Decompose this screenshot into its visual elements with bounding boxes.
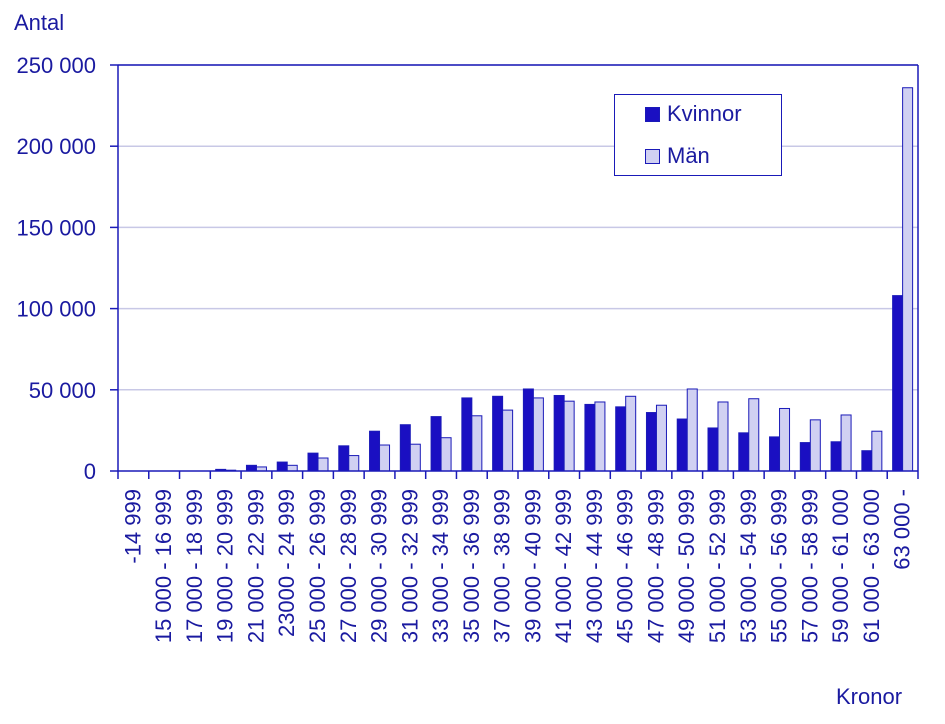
bar-kvinnor bbox=[861, 450, 873, 472]
legend-label-kvinnor: Kvinnor bbox=[667, 101, 742, 126]
legend-item-kvinnor: Kvinnor bbox=[645, 101, 742, 127]
bar-man bbox=[379, 444, 391, 472]
x-tick-label: 25 000 - 26 999 bbox=[305, 489, 330, 643]
bar-man bbox=[348, 455, 360, 472]
y-tick-label: 100 000 bbox=[16, 297, 96, 322]
bar-kvinnor bbox=[615, 406, 627, 472]
x-tick-label: 47 000 - 48 999 bbox=[643, 489, 668, 643]
bar-kvinnor bbox=[276, 461, 288, 472]
x-tick-label: 15 000 - 16 999 bbox=[151, 489, 176, 643]
x-tick-label: 39 000 - 40 999 bbox=[520, 489, 545, 643]
bar-man bbox=[532, 397, 544, 472]
y-tick-label: 150 000 bbox=[16, 215, 96, 240]
bar-man bbox=[717, 401, 729, 472]
bar-man bbox=[871, 430, 883, 472]
x-tick-label: 23000 - 24 999 bbox=[274, 489, 299, 637]
bar-man bbox=[779, 407, 791, 472]
bar-kvinnor bbox=[830, 441, 842, 472]
bar-kvinnor bbox=[645, 412, 657, 472]
bar-kvinnor bbox=[430, 416, 442, 472]
bar-man bbox=[286, 464, 298, 472]
x-tick-label: 19 000 - 20 999 bbox=[213, 489, 238, 643]
bar-kvinnor bbox=[245, 464, 257, 472]
bar-kvinnor bbox=[522, 388, 534, 472]
x-tick-label: 35 000 - 36 999 bbox=[459, 489, 484, 643]
bar-kvinnor bbox=[461, 397, 473, 472]
x-tick-label: 17 000 - 18 999 bbox=[182, 489, 207, 643]
bar-man bbox=[809, 419, 821, 472]
x-tick-label: 61 000 - 63 000 bbox=[859, 489, 884, 643]
bar-man bbox=[655, 404, 667, 472]
x-tick-label: 29 000 - 30 999 bbox=[367, 489, 392, 643]
x-tick-label: 57 000 - 58 999 bbox=[797, 489, 822, 643]
x-tick-label: 49 000 - 50 999 bbox=[674, 489, 699, 643]
bar-man bbox=[317, 457, 329, 472]
bar-kvinnor bbox=[769, 436, 781, 472]
bar-man bbox=[625, 395, 637, 472]
bar-man bbox=[686, 388, 698, 472]
bar-kvinnor bbox=[738, 432, 750, 472]
bar-kvinnor bbox=[338, 445, 350, 472]
x-tick-label: 43 000 - 44 999 bbox=[582, 489, 607, 643]
y-tick-label: 250 000 bbox=[16, 53, 96, 78]
bar-man bbox=[409, 443, 421, 472]
x-tick-label: -14 999 bbox=[120, 489, 145, 564]
bar-kvinnor bbox=[892, 295, 904, 472]
chart-legend: Kvinnor Män bbox=[614, 94, 782, 176]
bar-man bbox=[840, 414, 852, 472]
x-tick-label: 21 000 - 22 999 bbox=[243, 489, 268, 643]
legend-swatch-kvinnor bbox=[645, 106, 660, 122]
x-tick-label: 45 000 - 46 999 bbox=[613, 489, 638, 643]
legend-label-man: Män bbox=[667, 143, 710, 168]
x-tick-label: 53 000 - 54 999 bbox=[736, 489, 761, 643]
x-axis-title: Kronor bbox=[836, 684, 903, 709]
bar-kvinnor bbox=[553, 394, 565, 472]
legend-item-man: Män bbox=[645, 143, 710, 169]
bar-kvinnor bbox=[799, 442, 811, 472]
bar-kvinnor bbox=[676, 418, 688, 472]
x-tick-label: 27 000 - 28 999 bbox=[336, 489, 361, 643]
bar-kvinnor bbox=[307, 452, 319, 472]
bar-kvinnor bbox=[399, 424, 411, 472]
bar-kvinnor bbox=[707, 427, 719, 472]
bar-kvinnor bbox=[369, 430, 381, 472]
bar-man bbox=[502, 409, 514, 472]
x-tick-label: 51 000 - 52 999 bbox=[705, 489, 730, 643]
x-tick-label: 31 000 - 32 999 bbox=[397, 489, 422, 643]
x-tick-label: 55 000 - 56 999 bbox=[767, 489, 792, 643]
bar-kvinnor bbox=[584, 403, 596, 472]
bar-man bbox=[563, 400, 575, 472]
y-tick-label: 0 bbox=[84, 459, 96, 484]
x-tick-label: 63 000 - bbox=[890, 489, 915, 570]
x-tick-label: 41 000 - 42 999 bbox=[551, 489, 576, 643]
legend-swatch-man bbox=[645, 148, 660, 164]
y-tick-label: 200 000 bbox=[16, 134, 96, 159]
bar-man bbox=[748, 398, 760, 472]
bar-man bbox=[902, 87, 914, 472]
y-axis-title: Antal bbox=[14, 10, 65, 35]
x-tick-label: 33 000 - 34 999 bbox=[428, 489, 453, 643]
y-tick-label: 50 000 bbox=[29, 378, 96, 403]
x-tick-label: 59 000 - 61 000 bbox=[828, 489, 853, 643]
bar-kvinnor bbox=[492, 395, 504, 472]
bar-man bbox=[440, 437, 452, 472]
x-tick-label: 37 000 - 38 999 bbox=[490, 489, 515, 643]
bar-man bbox=[471, 415, 483, 472]
bar-man bbox=[594, 401, 606, 472]
